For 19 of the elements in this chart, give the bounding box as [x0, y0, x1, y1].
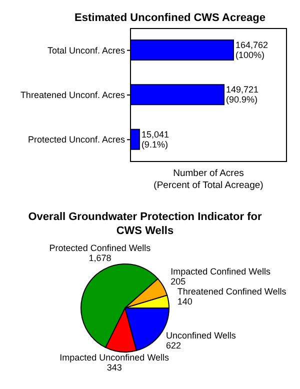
data-label: 164,762 (100%) — [235, 40, 268, 60]
chart-title: Estimated Unconfined CWS Acreage — [74, 12, 266, 24]
x-axis-title: Number of Acres (Percent of Total Acreage) — [152, 168, 264, 192]
y-tick-label: Threatened Unconf. Acres — [20, 90, 126, 100]
y-tick-label: Total Unconf. Acres — [47, 45, 126, 56]
slice-label: Protected Confined Wells — [49, 243, 152, 253]
data-label: 149,721 (90.9%) — [226, 84, 259, 105]
chart-title: Overall Groundwater Protection Indicator for CWS Wells — [27, 210, 263, 238]
data-label: 1,678 — [88, 253, 112, 263]
data-label: 622 — [166, 340, 182, 350]
slice-label: Impacted Confined Wells — [170, 266, 272, 277]
y-tick-label: Protected Unconf. Acres — [28, 134, 126, 145]
data-label: 140 — [177, 296, 192, 306]
slice-label: Impacted Unconfined Wells — [60, 352, 170, 363]
data-label: 205 — [170, 276, 186, 287]
data-label: 343 — [106, 362, 122, 373]
data-label: 15,041 (9.1%) — [141, 129, 169, 150]
slice-label: Threatened Confined Wells — [177, 286, 287, 296]
slice-label: Unconfined Wells — [166, 330, 236, 340]
